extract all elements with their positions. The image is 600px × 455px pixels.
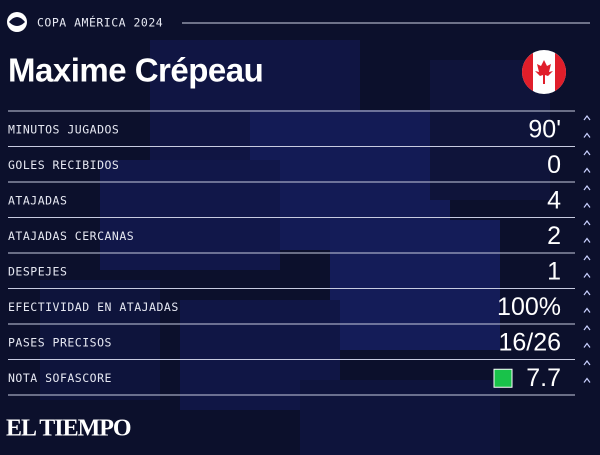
stat-value: 2	[547, 222, 561, 250]
stat-label: MINUTOS JUGADOS	[8, 122, 119, 136]
chevron	[583, 202, 591, 208]
chevron	[583, 185, 591, 191]
brand: EL TIEMPO	[6, 416, 131, 442]
chevron	[583, 342, 591, 348]
stat-label: EFECTIVIDAD EN ATAJADAS	[8, 300, 179, 314]
rating-badge	[493, 368, 513, 388]
chevron	[583, 132, 591, 138]
chevron	[583, 377, 591, 383]
stat-value: 0	[547, 151, 561, 179]
logo	[7, 12, 27, 32]
stat-value: 1	[547, 257, 561, 285]
stat-value: 100%	[497, 293, 561, 321]
chevron	[583, 307, 591, 313]
stat-label: NOTA SOFASCORE	[8, 371, 112, 385]
stat-label: PASES PRECISOS	[8, 335, 112, 349]
chevron	[583, 360, 591, 366]
stat-value: 16/26	[498, 328, 561, 356]
stat-label: ATAJADAS	[8, 193, 67, 207]
flag-canada	[522, 50, 566, 94]
chevron	[583, 325, 591, 331]
stat-value: 7.7	[526, 364, 561, 392]
stats-table: MINUTOS JUGADOS 90' GOLES RECIBIDOS 0 ATAJAD…	[8, 110, 591, 396]
chevron	[583, 290, 591, 296]
stat-value: 90'	[528, 115, 561, 143]
competition: COPA AMÉRICA 2024	[37, 15, 163, 30]
stat-value: 4	[547, 186, 561, 214]
stat-label: ATAJADAS CERCANAS	[8, 229, 134, 243]
chevron	[583, 220, 591, 226]
chevron	[583, 150, 591, 156]
chevron	[583, 272, 591, 278]
player-name: Maxime Crépeau	[8, 52, 263, 89]
chevron	[583, 255, 591, 261]
chevron	[583, 237, 591, 243]
stat-label: DESPEJES	[8, 264, 67, 278]
stat-label: GOLES RECIBIDOS	[8, 158, 119, 172]
chevron	[583, 167, 591, 173]
chevron	[583, 115, 591, 121]
